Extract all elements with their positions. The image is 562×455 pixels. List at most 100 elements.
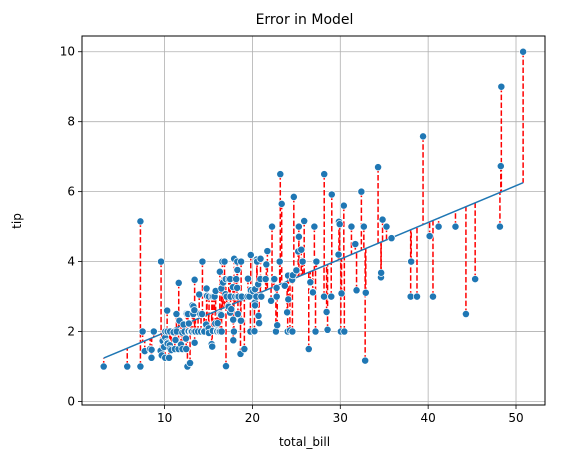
data-point [377, 268, 386, 277]
data-point [272, 283, 281, 292]
data-point [308, 288, 317, 297]
data-point [190, 338, 199, 347]
data-point [240, 345, 249, 353]
y-axis-label: tip [10, 213, 24, 229]
data-point [495, 222, 504, 231]
data-point [251, 301, 259, 310]
data-point [497, 82, 506, 91]
data-point [378, 215, 387, 224]
data-point [327, 190, 336, 199]
data-point [374, 163, 383, 172]
data-point [292, 266, 301, 275]
data-point [306, 278, 315, 287]
data-point [237, 257, 246, 266]
data-point [335, 220, 344, 229]
data-point [208, 342, 217, 351]
data-point [250, 327, 259, 336]
data-point [382, 222, 391, 231]
data-point [273, 321, 282, 330]
y-axis-ticks: 0 2 4 6 8 10 [60, 45, 82, 409]
data-point [267, 296, 276, 305]
data-point [138, 327, 147, 336]
data-point [202, 284, 211, 293]
data-point [147, 353, 156, 362]
data-point [320, 292, 328, 301]
data-point [217, 327, 226, 336]
data-point [461, 310, 470, 319]
data-point [227, 305, 236, 314]
data-point [213, 319, 222, 328]
data-point [387, 234, 396, 243]
data-point [123, 362, 132, 371]
y-tick-label: 6 [67, 185, 75, 199]
data-point [232, 275, 241, 284]
data-point [413, 292, 421, 301]
data-point [272, 292, 281, 301]
data-point [147, 345, 156, 354]
data-point [407, 257, 416, 266]
data-point [198, 257, 207, 266]
data-point [254, 311, 263, 320]
data-point [361, 356, 370, 365]
y-tick-label: 10 [60, 45, 75, 59]
data-point [261, 275, 270, 284]
data-point [283, 308, 292, 317]
data-point [136, 217, 145, 226]
data-point [186, 359, 195, 367]
data-point [246, 251, 255, 259]
data-points [99, 47, 528, 371]
data-point [339, 201, 348, 210]
data-point [229, 327, 238, 336]
data-point [229, 315, 238, 324]
data-point [419, 132, 428, 141]
data-point [340, 327, 349, 336]
plot-frame [81, 35, 546, 406]
data-point [271, 327, 280, 336]
data-point [236, 316, 245, 325]
x-axis-label: total_bill [279, 435, 330, 449]
data-point [288, 327, 297, 336]
data-point [184, 319, 193, 328]
data-point [244, 274, 252, 283]
data-point [310, 222, 319, 231]
data-point [300, 217, 309, 225]
x-axis-ticks: 10 20 30 40 50 [157, 405, 524, 425]
data-point [149, 327, 158, 336]
data-point [233, 310, 242, 319]
y-tick-label: 0 [67, 395, 75, 409]
data-point [351, 240, 360, 249]
data-point [198, 310, 206, 319]
data-point [99, 362, 108, 371]
data-point [256, 254, 265, 263]
data-point [275, 257, 284, 266]
grid-lines [82, 36, 545, 405]
x-tick-label: 50 [508, 411, 523, 425]
data-point [312, 257, 321, 266]
data-point [322, 308, 331, 316]
data-point [165, 353, 174, 362]
data-point [263, 247, 272, 256]
data-point [337, 289, 346, 298]
data-point [352, 286, 361, 295]
data-point [334, 250, 343, 259]
x-tick-label: 30 [333, 411, 348, 425]
y-tick-label: 8 [67, 115, 75, 129]
data-point [270, 275, 279, 284]
data-point [294, 222, 303, 231]
data-point [304, 345, 313, 353]
data-point [451, 222, 460, 231]
data-point [190, 275, 199, 284]
data-point [425, 232, 434, 241]
data-point [215, 267, 224, 276]
data-point [229, 336, 238, 345]
data-point [171, 335, 180, 344]
data-point [277, 199, 286, 208]
data-point [217, 311, 226, 320]
x-tick-label: 40 [421, 411, 436, 425]
data-point [327, 292, 336, 301]
data-point [347, 222, 356, 231]
data-point [320, 170, 329, 179]
data-point [359, 222, 368, 231]
data-point [429, 292, 437, 301]
